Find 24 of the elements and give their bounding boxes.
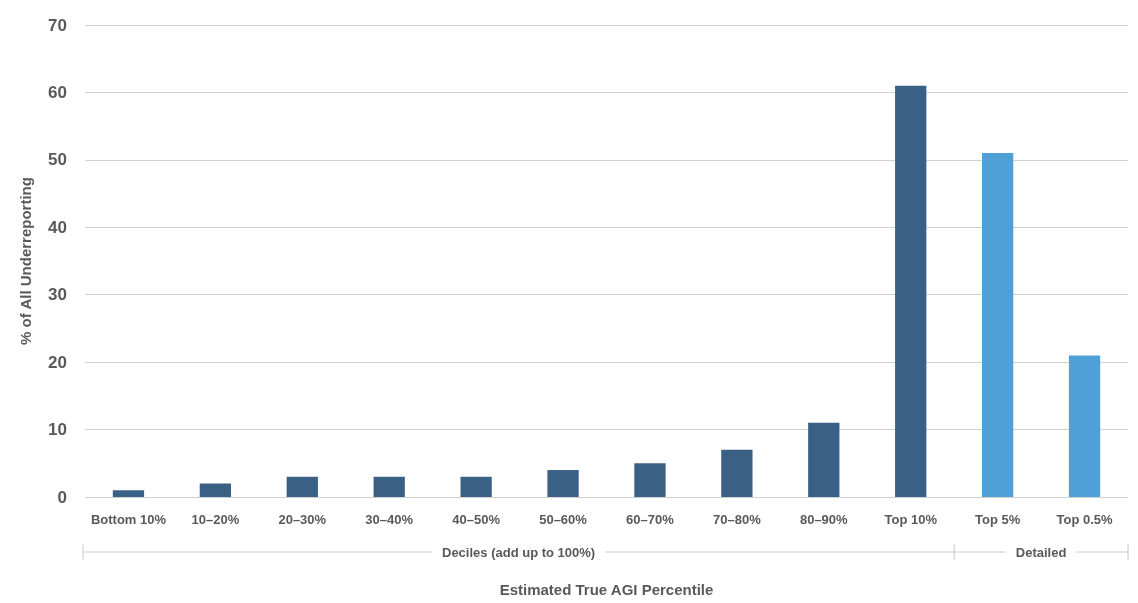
y-tick-label: 20: [48, 352, 67, 372]
text: Deciles (add up to 100%): [442, 544, 596, 560]
x-tick-label: 20–30%: [278, 512, 327, 527]
x-tick-label: 70–80%: [713, 512, 762, 527]
y-tick-label: 0: [57, 487, 67, 507]
x-tick-label: Top 10%: [884, 512, 938, 527]
x-tick-label: 50–60%: [539, 512, 588, 527]
x-tick-label: 80–90%: [799, 512, 849, 527]
x-tick-label: 40–50%: [452, 512, 501, 527]
y-tick-label: 60: [48, 82, 67, 102]
x-tick-label: Top 0.5%: [1056, 512, 1114, 527]
x-tick-label: Top 5%: [974, 512, 1021, 527]
x-tick-label: Bottom 10%: [90, 512, 167, 527]
x-axis-title: Estimated True AGI Percentile: [499, 581, 714, 598]
text: Detailed: [1015, 544, 1067, 560]
y-tick-label: 40: [48, 217, 67, 237]
x-tick-label: 60–70%: [626, 512, 675, 527]
x-tick-label: 10–20%: [191, 512, 240, 527]
y-axis-title: % of All Underreporting: [17, 177, 34, 345]
y-tick-label: 70: [48, 15, 67, 35]
y-tick-label: 10: [48, 420, 67, 440]
y-tick-label: 30: [48, 285, 67, 305]
y-tick-label: 50: [48, 150, 67, 170]
x-tick-label: 30–40%: [365, 512, 414, 527]
